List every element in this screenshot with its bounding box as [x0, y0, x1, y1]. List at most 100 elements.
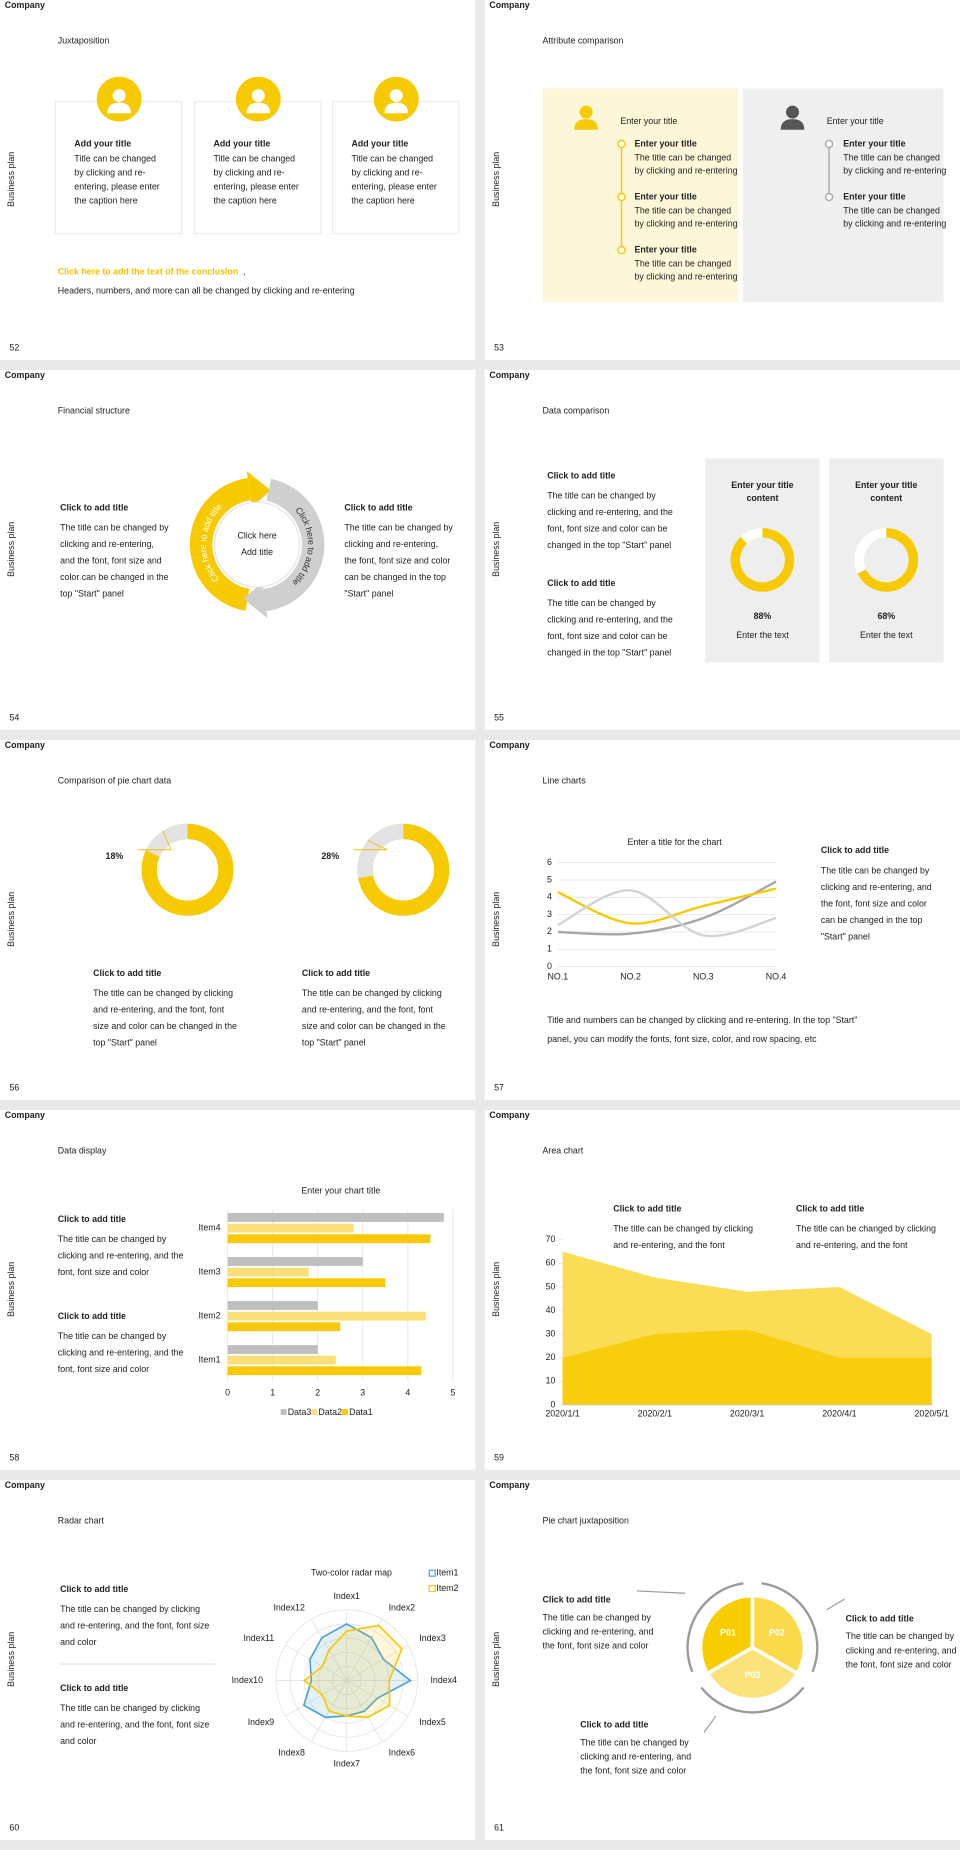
block-heading: Click to add title	[580, 1720, 648, 1730]
legend-swatch	[428, 1585, 436, 1593]
icon-head	[786, 105, 800, 119]
slide: Company Business plan Juxtaposition 52 Add y…	[0, 0, 476, 360]
timeline-dot	[617, 139, 626, 149]
card-value: 68%	[877, 611, 895, 621]
side-label: Business plan	[6, 1262, 16, 1317]
y-tick-label: Item3	[198, 1266, 220, 1276]
bar	[227, 1301, 318, 1310]
slide-title: Data comparison	[543, 406, 610, 416]
block-body: font, font size and color	[58, 1267, 149, 1277]
block-body: "Start" panel	[344, 588, 393, 598]
y-tick-label: 40	[546, 1305, 556, 1315]
item-title: Enter your title	[634, 191, 696, 201]
segment-label: P02	[769, 1628, 785, 1638]
item-title: Enter your title	[634, 244, 696, 254]
slide-title: Attribute comparison	[543, 36, 624, 46]
block-body: font, font size and color	[58, 1364, 149, 1374]
axis-label: Index9	[248, 1717, 275, 1727]
item-body: by clicking and re-entering	[634, 272, 737, 282]
y-tick-label: 50	[546, 1281, 556, 1291]
block-body: clicking and re-entering, and	[543, 1627, 654, 1637]
slide-title: Data display	[58, 1146, 107, 1156]
block-heading: Click to add title	[302, 968, 370, 978]
leader-line	[703, 1715, 717, 1733]
company-label: Company	[5, 1110, 45, 1120]
slide-number: 55	[494, 712, 504, 722]
block-body: clicking and re-entering, and the	[58, 1347, 184, 1357]
y-tick-label: Item4	[198, 1222, 220, 1232]
side-label: Business plan	[6, 152, 16, 207]
axis-label: Index3	[419, 1633, 446, 1643]
block-body: clicking and re-entering, and the	[547, 507, 673, 517]
bar	[227, 1311, 426, 1321]
side-label: Business plan	[491, 522, 501, 577]
x-tick-label: 2020/1/1	[545, 1409, 579, 1419]
slide: Company Business plan Financial structure 5…	[0, 370, 476, 730]
card-body: Title can be changed	[74, 154, 156, 164]
slide-title: Juxtaposition	[58, 36, 110, 46]
card-heading: Add your title	[213, 138, 270, 148]
x-tick-label: 2020/2/1	[638, 1409, 672, 1419]
ring-inner	[214, 501, 301, 588]
card-body: entering, please enter	[213, 181, 298, 191]
donut-value	[730, 528, 795, 592]
block-body: and color	[60, 1736, 96, 1746]
slide-number: 59	[494, 1452, 504, 1462]
block-heading: Click to add title	[543, 1595, 611, 1605]
block-body: The title can be changed by clicking	[60, 1703, 200, 1713]
chart-title: Enter a title for the chart	[627, 837, 722, 847]
slide-number: 57	[494, 1082, 504, 1092]
block-body: The title can be changed by	[821, 865, 930, 875]
axis-label: Index5	[419, 1717, 446, 1727]
item-body: The title can be changed	[634, 152, 731, 162]
item-title: Enter your title	[634, 138, 696, 148]
y-tick-label: 30	[546, 1328, 556, 1338]
company-label: Company	[489, 0, 529, 10]
company-label: Company	[489, 370, 529, 380]
donut-label: 18%	[106, 851, 124, 861]
block-body: and color	[60, 1637, 96, 1647]
axis-label: Index2	[389, 1602, 416, 1612]
block-body: The title can be changed by	[60, 522, 169, 532]
block-heading: Click to add title	[547, 471, 615, 481]
side-label: Business plan	[6, 522, 16, 577]
item-body: The title can be changed	[634, 259, 731, 269]
side-label: Business plan	[491, 1262, 501, 1317]
slide-number: 54	[9, 712, 19, 722]
radar-spoke	[346, 1644, 409, 1681]
card-caption: Enter the text	[736, 630, 789, 640]
panel-heading: Enter your title	[827, 116, 884, 126]
block-body: and re-entering, and the font	[613, 1240, 725, 1250]
card	[331, 100, 460, 235]
block-heading: Click to add title	[93, 968, 161, 978]
block-body: the font, font size and color	[821, 898, 927, 908]
slide: Company Business plan Line charts 57 Enter a…	[484, 740, 960, 1100]
card-heading: content	[870, 493, 902, 503]
block-body: and re-entering, and the font, font size	[60, 1621, 209, 1631]
icon-head	[579, 105, 593, 119]
block-body: changed in the top "Start" panel	[547, 647, 671, 657]
icon-head	[251, 89, 265, 103]
card-body: the caption here	[213, 195, 276, 205]
line-series	[557, 889, 777, 938]
y-tick-label: Item1	[198, 1354, 220, 1364]
block-body: and the font, font size and	[60, 555, 162, 565]
item-body: The title can be changed	[843, 206, 940, 216]
bar	[227, 1267, 309, 1277]
slide-number: 56	[9, 1082, 19, 1092]
conclusion-text: Click here to add the text of the conclu…	[58, 267, 238, 277]
bar	[227, 1234, 431, 1244]
card-body: by clicking and re-	[351, 168, 422, 178]
block-body: the font, font size and color	[344, 555, 450, 565]
icon-body	[574, 119, 598, 130]
radar-spoke	[346, 1619, 383, 1681]
y-tick-label: 70	[546, 1234, 556, 1244]
icon-body	[246, 102, 271, 114]
arrow-gray	[243, 582, 268, 619]
block-body: clicking and re-entering, and	[846, 1645, 957, 1655]
x-tick-label: 2020/4/1	[822, 1409, 856, 1419]
legend-label: Data3	[288, 1407, 312, 1417]
legend-swatch	[428, 1569, 436, 1577]
block-body: top "Start" panel	[93, 1038, 157, 1048]
